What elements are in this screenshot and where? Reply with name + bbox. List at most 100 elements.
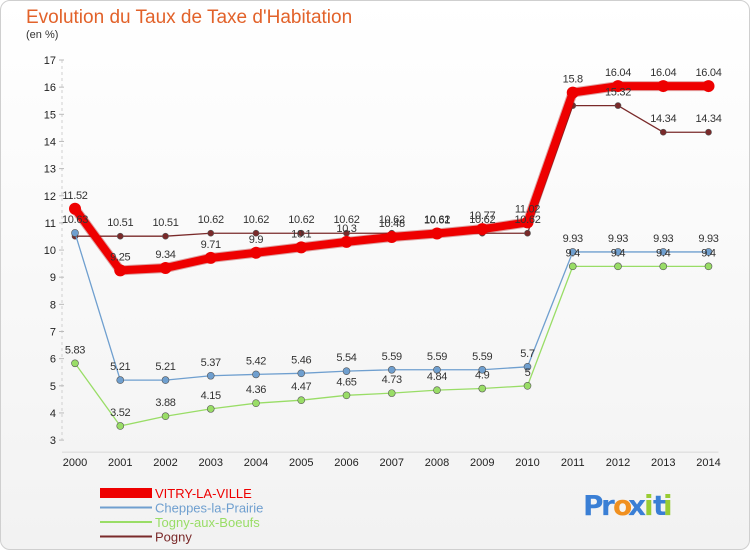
y-tick-label: 17 xyxy=(44,55,56,67)
data-point xyxy=(340,235,353,248)
data-label: 5.54 xyxy=(336,352,356,364)
data-point xyxy=(566,86,579,99)
y-tick-label: 12 xyxy=(44,191,56,203)
y-tick-label: 3 xyxy=(50,435,56,447)
data-label: 4.15 xyxy=(201,390,221,402)
data-point xyxy=(252,370,260,379)
y-tick-label: 7 xyxy=(50,327,56,339)
x-tick-label: 2003 xyxy=(199,457,223,469)
data-label: 4.36 xyxy=(246,384,266,396)
y-tick-label: 16 xyxy=(44,82,56,94)
data-label: 10.48 xyxy=(379,218,405,230)
data-label: 16.04 xyxy=(650,67,676,79)
data-point xyxy=(431,227,443,240)
data-point xyxy=(478,365,487,374)
data-point xyxy=(116,422,125,430)
data-label: 10.62 xyxy=(514,214,540,226)
data-label: 5.21 xyxy=(155,361,175,373)
data-label: 5.7 xyxy=(520,348,535,360)
x-tick-label: 2006 xyxy=(334,457,358,469)
logo-letter: i xyxy=(663,489,673,522)
data-label: 5.42 xyxy=(246,355,266,367)
data-point xyxy=(71,229,79,237)
data-label: 9.93 xyxy=(608,233,628,245)
data-label: 5.59 xyxy=(427,351,447,363)
data-label: 14.34 xyxy=(650,113,676,125)
data-label: 9.93 xyxy=(653,233,673,245)
data-label: 9.4 xyxy=(566,247,581,259)
data-point xyxy=(252,229,260,237)
data-label: 10.51 xyxy=(152,217,178,229)
data-label: 5 xyxy=(525,367,531,379)
data-point xyxy=(116,232,124,240)
data-point xyxy=(297,369,306,378)
data-label: 10.62 xyxy=(379,214,405,226)
logo-letter: t xyxy=(653,489,666,522)
data-point xyxy=(161,412,170,421)
data-point xyxy=(207,229,215,237)
data-label: 10.1 xyxy=(291,228,311,240)
data-point xyxy=(342,367,351,375)
data-labels: 10.51 10.51 10.62 10.62 10.62 10.62 10.62 10.62… xyxy=(62,67,722,419)
x-tick-label: 2007 xyxy=(380,457,404,469)
series-layer xyxy=(69,80,715,430)
data-point xyxy=(478,384,487,393)
data-label: 10.62 xyxy=(198,214,224,226)
y-tick-label: 4 xyxy=(50,408,56,420)
data-point xyxy=(387,365,396,374)
y-tick-label: 15 xyxy=(44,109,56,121)
chart-subtitle: (en %) xyxy=(26,29,58,41)
data-point xyxy=(476,223,489,236)
data-point xyxy=(387,389,396,397)
x-tick-label: 2004 xyxy=(244,457,268,469)
chart-title: Evolution du Taux de Taxe d'Habitation xyxy=(26,7,352,28)
data-label: 10.62 xyxy=(469,214,495,226)
axes: 3 4 5 6 7 8 9 10 11 12 13 14 15 16 17 2000 2001 2002 2003 2… xyxy=(44,55,721,469)
data-label: 10.63 xyxy=(62,214,88,226)
data-label: 10.61 xyxy=(424,214,450,226)
data-label: 9.4 xyxy=(656,247,671,259)
data-label: 11.02 xyxy=(515,203,540,215)
data-label: 9.71 xyxy=(201,239,221,251)
data-point xyxy=(161,376,170,384)
data-point xyxy=(612,80,624,93)
data-label: 9.34 xyxy=(155,249,175,261)
data-label: 5.59 xyxy=(472,351,492,363)
x-tick-label: 2000 xyxy=(63,457,87,469)
data-point xyxy=(206,371,215,380)
data-point xyxy=(116,376,125,384)
x-tick-label: 2001 xyxy=(108,457,132,469)
data-label: 5.59 xyxy=(382,351,402,363)
data-label: 3.88 xyxy=(155,397,175,409)
logo-letter: x xyxy=(628,489,646,522)
series-cheppes-la-prairie xyxy=(71,229,713,384)
y-tick-label: 13 xyxy=(44,164,56,176)
legend-label: VITRY-LA-VILLE xyxy=(155,486,252,501)
data-point xyxy=(705,128,712,136)
data-point xyxy=(614,102,622,109)
data-point xyxy=(659,262,668,271)
data-label: 10.62 xyxy=(333,214,359,226)
data-point xyxy=(568,248,577,256)
data-label: 10.62 xyxy=(424,214,450,226)
legend-label: Togny-aux-Boeufs xyxy=(155,515,260,530)
data-label: 10.77 xyxy=(469,210,495,222)
data-label: 5.21 xyxy=(110,361,130,373)
x-tick-label: 2014 xyxy=(696,457,720,469)
data-point xyxy=(385,231,398,244)
data-point xyxy=(433,386,441,394)
legend-label: Pogny xyxy=(155,530,192,545)
data-label: 3.52 xyxy=(110,407,130,419)
data-point xyxy=(568,262,577,271)
data-label: 10.62 xyxy=(288,214,314,226)
data-label: 14.34 xyxy=(695,113,721,125)
data-label: 9.93 xyxy=(563,233,583,245)
data-point xyxy=(704,248,713,256)
logo-letter: r xyxy=(601,489,615,522)
data-label: 15.8 xyxy=(563,74,583,86)
data-label: 16.04 xyxy=(605,67,631,79)
data-label: 10.3 xyxy=(336,223,356,235)
